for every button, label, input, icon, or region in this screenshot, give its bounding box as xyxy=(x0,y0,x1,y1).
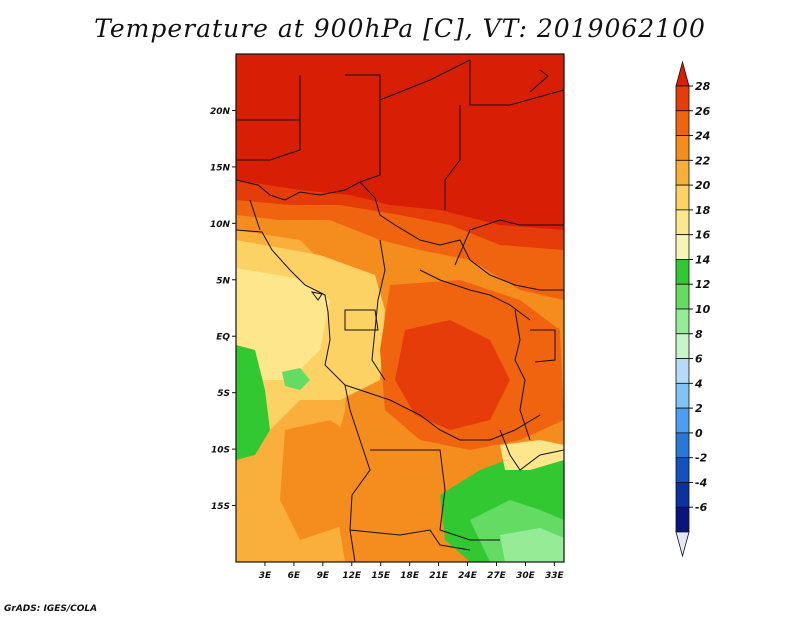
colorbar-label: 14 xyxy=(695,253,710,266)
colorbar-label: 20 xyxy=(695,179,711,192)
colorbar-label: -2 xyxy=(695,452,708,465)
colorbar-swatch xyxy=(675,209,690,236)
lon-tick-label: 6E xyxy=(288,571,301,581)
lat-tick-label: 5S xyxy=(217,389,230,399)
colorbar-label: -4 xyxy=(695,476,707,489)
lat-tick-label: 10S xyxy=(211,446,230,456)
lon-tick-label: 24E xyxy=(458,571,478,581)
lon-tick-label: 12E xyxy=(342,571,362,581)
colorbar-bottom-arrow xyxy=(675,531,690,558)
colorbar-swatch xyxy=(675,506,690,533)
colorbar-swatch xyxy=(675,184,690,211)
lat-tick-label: EQ xyxy=(216,333,230,343)
colorbar-swatch xyxy=(675,482,690,508)
lon-tick-label: 9E xyxy=(317,571,330,581)
zone-east-green-10 xyxy=(500,528,564,562)
lat-axis: 20N 15N 10N 5N EQ 5S 10S 15S xyxy=(210,107,236,512)
colorbar-top-arrow xyxy=(675,60,690,87)
colorbar-label: 26 xyxy=(695,105,711,118)
colorbar-label: 22 xyxy=(695,154,711,167)
zone-green-coast xyxy=(236,345,270,460)
lon-tick-label: 15E xyxy=(371,571,391,581)
lat-tick-label: 10N xyxy=(210,220,231,230)
colorbar-swatch xyxy=(675,358,690,384)
lat-tick-label: 20N xyxy=(210,107,231,117)
colorbar-swatch xyxy=(675,407,690,434)
lat-tick-label: 5N xyxy=(216,276,230,286)
lon-tick-label: 3E xyxy=(259,571,272,581)
lon-tick-label: 18E xyxy=(400,571,420,581)
colorbar-swatch xyxy=(675,382,690,409)
colorbar-swatch xyxy=(675,135,690,161)
colorbar-swatch xyxy=(675,457,690,483)
zone-east-yellow xyxy=(500,440,564,470)
colorbar-label: 16 xyxy=(695,229,711,242)
colorbar-swatch xyxy=(675,283,690,310)
lat-tick-label: 15N xyxy=(210,163,231,173)
colorbar-label: 24 xyxy=(695,130,710,143)
colorbar-label: 10 xyxy=(695,303,711,316)
lon-tick-label: 21E xyxy=(429,571,449,581)
lon-tick-label: 27E xyxy=(487,571,507,581)
country-borders xyxy=(236,59,564,562)
lat-tick-label: 15S xyxy=(211,502,230,512)
colorbar-label: 8 xyxy=(695,328,703,341)
zone-central-26 xyxy=(395,320,510,430)
plot-frame xyxy=(235,53,565,563)
zone-west-16 xyxy=(236,268,330,380)
colorbar-label: 28 xyxy=(695,80,711,93)
colorbar-label: 12 xyxy=(695,278,711,291)
colorbar-swatch xyxy=(675,234,690,260)
colorbar-label: 6 xyxy=(695,353,703,366)
lon-tick-label: 30E xyxy=(516,571,536,581)
colorbar-label: 0 xyxy=(695,427,703,440)
plot-area xyxy=(236,54,564,562)
colorbar-swatch xyxy=(675,159,690,186)
colorbar-swatch xyxy=(675,333,690,359)
colorbar-label: 4 xyxy=(694,377,703,390)
colorbar-label: -6 xyxy=(695,501,708,514)
colorbar-label: 2 xyxy=(695,402,703,415)
colorbar-swatch xyxy=(675,85,690,112)
colorbar-swatch xyxy=(675,259,690,285)
lon-tick-label: 33E xyxy=(545,571,565,581)
colorbar-swatch xyxy=(675,308,690,335)
lon-axis: 3E 6E 9E 12E 15E 18E 21E 24E 27E 30E 33E xyxy=(259,562,565,581)
colorbar-swatch xyxy=(675,110,690,136)
zone-south-22 xyxy=(280,420,370,540)
map-title: Temperature at 900hPa [C], VT: 201906210… xyxy=(94,14,706,43)
zone-north-28 xyxy=(236,54,564,230)
grads-footer: GrADS: IGES/COLA xyxy=(4,604,98,614)
colorbar-swatch xyxy=(675,432,690,459)
colorbar-label: 18 xyxy=(695,204,711,217)
zone-green-islet xyxy=(282,368,310,390)
